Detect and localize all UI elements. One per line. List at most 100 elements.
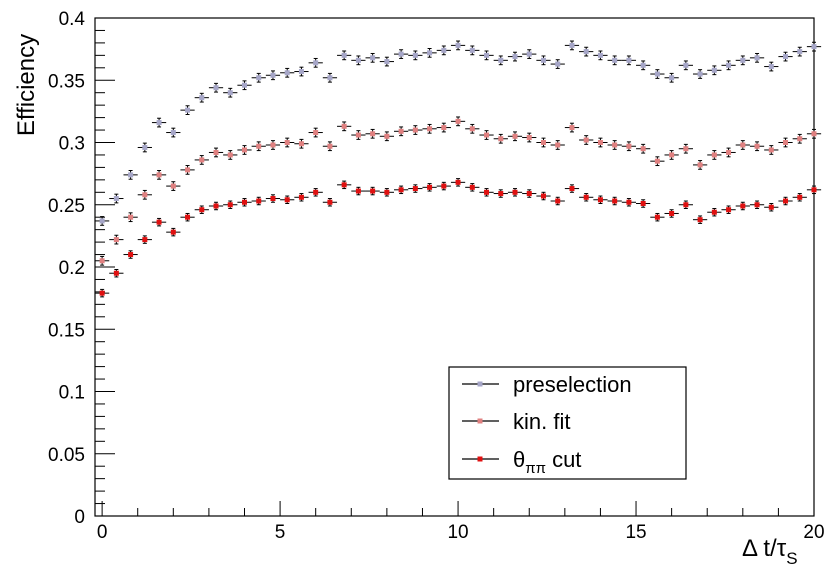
marker [370,131,376,137]
data-point [166,127,181,138]
marker [270,196,276,202]
data-point [436,181,451,191]
x-axis-title-subscript: S [786,549,797,568]
marker [99,258,105,264]
marker [683,62,689,68]
data-point [522,132,537,143]
marker [484,52,490,58]
marker [327,143,333,149]
legend-marker-theta-cut [477,456,483,462]
data-point [621,55,637,66]
marker [526,191,532,197]
data-point [351,55,366,66]
marker [484,189,490,195]
data-point [109,234,124,245]
x-tick-label: 0 [97,522,108,543]
data-point [550,196,565,206]
data-point [465,45,480,56]
data-point [692,160,708,170]
data-point [194,205,209,214]
data-point [764,61,779,72]
marker [740,142,746,148]
marker [341,182,347,188]
marker [412,52,418,58]
marker [170,229,176,235]
marker [256,143,262,149]
data-point [792,46,807,57]
data-point [194,92,209,103]
y-tick-label: 0.15 [48,320,85,341]
legend: preselection kin. fit θππ cut [448,366,687,480]
marker [412,127,418,133]
marker [469,47,475,53]
marker [555,198,561,204]
data-point [564,40,580,51]
marker [797,49,803,55]
marker [583,49,589,55]
data-point [379,188,394,197]
data-point [650,69,665,79]
marker [612,57,618,63]
legend-box [448,366,687,480]
data-point [564,122,580,133]
marker [612,198,618,204]
data-point [664,150,679,160]
marker [697,217,703,223]
marker [540,193,546,199]
marker [199,157,205,163]
data-point [151,170,167,180]
data-point [550,140,565,150]
data-point [735,201,750,211]
data-point [95,288,110,298]
data-point [778,196,793,206]
marker [241,147,247,153]
y-tick-label: 0.3 [59,134,85,155]
marker [441,125,447,131]
marker [370,188,376,194]
marker [711,209,717,215]
legend-marker-preselection [477,381,483,387]
data-point [393,185,409,195]
data-point [408,184,423,193]
marker [612,142,618,148]
data-point [365,128,380,139]
data-point [251,196,266,206]
marker [227,202,233,208]
data-point [365,186,380,196]
marker [142,192,148,198]
data-point [294,193,309,202]
data-point [123,212,138,223]
data-point [237,80,252,91]
marker [455,179,461,185]
marker [569,186,575,192]
data-point [422,48,437,58]
data-point [365,52,380,63]
data-point [692,69,708,79]
data-point [251,141,266,152]
data-point [450,178,466,187]
marker [697,162,703,168]
marker [726,149,732,155]
marker [256,198,262,204]
marker [768,64,774,70]
marker [512,133,518,139]
data-point [707,150,722,160]
data-point [123,170,138,180]
marker [783,54,789,60]
data-point [208,147,224,158]
marker [768,147,774,153]
data-point [650,156,665,167]
data-point [792,193,807,202]
marker [797,194,803,200]
marker [811,44,817,50]
data-point [806,128,822,139]
data-point [166,181,181,191]
marker [185,167,191,173]
data-point [280,137,295,148]
data-point [621,198,637,207]
data-point [650,212,665,222]
marker [327,199,333,205]
data-point [536,55,551,66]
data-point [593,137,608,148]
